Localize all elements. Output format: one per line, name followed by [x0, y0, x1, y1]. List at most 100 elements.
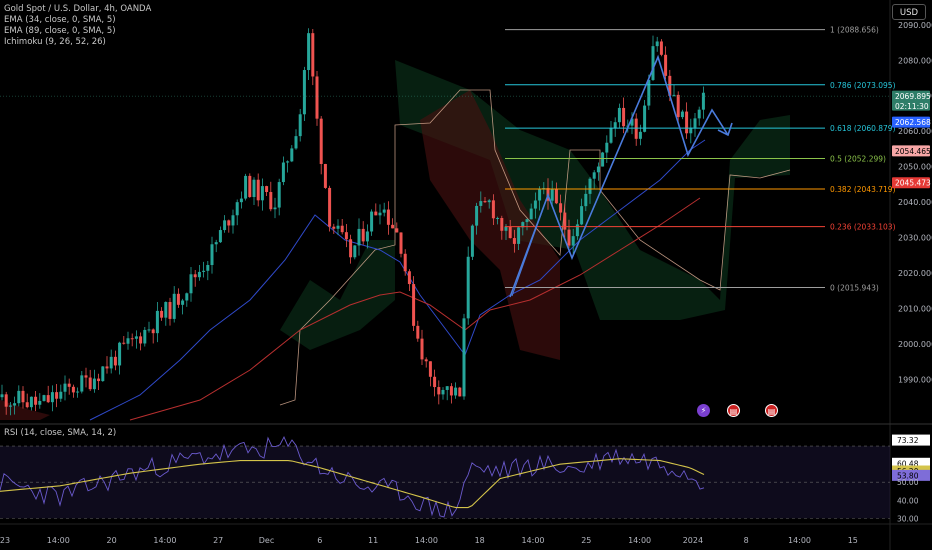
candle-body	[638, 131, 642, 139]
candle-body	[529, 208, 533, 220]
time-tick-label: 14:00	[415, 536, 438, 545]
candle-body	[63, 383, 67, 392]
candle-body	[168, 302, 172, 319]
candle-body	[206, 265, 210, 271]
rsi-tag-label: 73.32	[897, 436, 919, 445]
ichimoku-legend[interactable]: Ichimoku (9, 26, 52, 26)	[4, 37, 106, 47]
us-flag-event-icon[interactable]: ▤	[727, 404, 740, 417]
candle-body	[601, 152, 605, 167]
candle-body	[122, 342, 126, 344]
candle-body	[407, 271, 411, 285]
price-tag-label: 2054.465	[895, 147, 931, 156]
time-tick-label: 11	[368, 536, 378, 545]
candle-body	[290, 148, 294, 162]
candle-body	[395, 228, 399, 233]
candle-body	[567, 229, 571, 246]
candle-body	[340, 225, 344, 233]
symbol-title[interactable]: Gold Spot / U.S. Dollar, 4h, OANDA	[4, 4, 152, 14]
candle-body	[17, 390, 21, 404]
candle-body	[76, 391, 80, 393]
candle-body	[29, 396, 33, 408]
candle-body	[420, 338, 424, 360]
candle-body	[475, 205, 479, 226]
lightning-event-icon[interactable]: ⚡	[697, 404, 710, 417]
candle-body	[504, 226, 508, 231]
candle-body	[588, 178, 592, 194]
candle-body	[559, 203, 563, 213]
price-tick-label: 1990.000	[898, 375, 932, 384]
candle-body	[134, 336, 138, 339]
ema89-legend[interactable]: EMA (89, close, 0, SMA, 5)	[4, 26, 116, 36]
candle-body	[202, 270, 206, 272]
candle-body	[370, 211, 374, 232]
candle-body	[538, 189, 542, 201]
candle-body	[302, 70, 306, 115]
time-tick-label: 23	[0, 536, 10, 545]
candle-body	[38, 400, 42, 405]
candle-body	[550, 189, 554, 201]
candle-body	[584, 193, 588, 207]
candle-body	[521, 222, 525, 228]
candle-body	[424, 359, 428, 362]
time-tick-label: 20	[107, 536, 117, 545]
currency-button[interactable]: USD	[892, 4, 926, 20]
indicator-legend: Gold Spot / U.S. Dollar, 4h, OANDA EMA (…	[4, 4, 151, 48]
candle-body	[651, 46, 655, 80]
candle-body	[0, 394, 4, 398]
candle-body	[508, 226, 512, 239]
candle-body	[286, 161, 290, 163]
candle-body	[84, 375, 88, 378]
candle-body	[139, 336, 143, 344]
candle-body	[71, 386, 75, 393]
price-tick-label: 2030.000	[898, 234, 932, 243]
candle-body	[571, 236, 575, 246]
candle-body	[437, 387, 441, 395]
candle-body	[462, 318, 466, 397]
candle-body	[357, 228, 361, 246]
candle-body	[67, 383, 71, 387]
candle-body	[13, 403, 17, 406]
countdown-label: 02:11:30	[895, 102, 929, 111]
candle-body	[210, 244, 214, 266]
candle-body	[273, 207, 277, 210]
time-tick-label: 27	[213, 536, 223, 545]
time-tick-label: 15	[848, 536, 858, 545]
candle-body	[294, 136, 298, 149]
candle-body	[374, 211, 378, 216]
candle-body	[298, 114, 302, 137]
ichimoku-span-line	[279, 89, 791, 406]
candle-body	[630, 118, 634, 126]
time-tick-label: 18	[475, 536, 485, 545]
candle-body	[252, 179, 256, 197]
price-tick-label: 2020.000	[898, 269, 932, 278]
candle-body	[391, 224, 395, 229]
candle-body	[323, 163, 327, 188]
candle-body	[92, 378, 96, 390]
candle-body	[193, 274, 197, 278]
rsi-legend[interactable]: RSI (14, close, SMA, 14, 2)	[4, 428, 117, 438]
candle-body	[622, 107, 626, 127]
candle-body	[4, 394, 8, 407]
rsi-tag	[892, 457, 930, 469]
candle-body	[361, 228, 365, 242]
candle-body	[454, 387, 458, 396]
candle-body	[214, 242, 218, 245]
price-tag-label: 2069.895	[895, 92, 931, 101]
ichimoku-cloud-bull	[395, 60, 790, 320]
candle-body	[487, 200, 491, 203]
candle-body	[647, 79, 651, 106]
candle-body	[332, 226, 336, 229]
candle-body	[664, 54, 668, 76]
candle-body	[500, 218, 504, 231]
candle-body	[605, 142, 609, 153]
candle-body	[97, 378, 101, 382]
fib-level-label: 1 (2088.656)	[830, 26, 879, 35]
candle-body	[517, 227, 521, 244]
price-tag-label: 2045.473	[895, 179, 931, 188]
candle-body	[613, 122, 617, 129]
us-flag-event-icon[interactable]: ▤	[765, 404, 778, 417]
candle-body	[101, 366, 105, 382]
ema34-legend[interactable]: EMA (34, close, 0, SMA, 5)	[4, 15, 116, 25]
